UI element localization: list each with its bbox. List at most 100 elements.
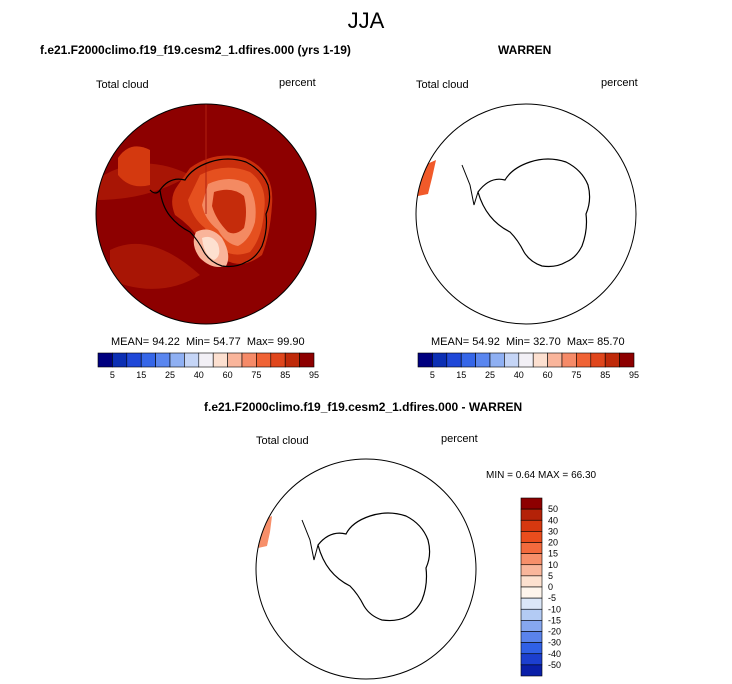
panel3-colorbar-tick-label: 30: [548, 526, 558, 536]
panel3-colorbar-box-14: [520, 653, 543, 666]
panel3-map: [255, 458, 477, 680]
panel1-min: 54.77: [213, 336, 241, 348]
panel3-stats: MIN = 0.64 MAX = 66.30: [486, 470, 596, 481]
panel2-colorbar-tick-label: 85: [600, 370, 610, 380]
panel3-min: 0.64: [515, 470, 536, 481]
panel3-colorbar-tick-label: -30: [548, 638, 561, 648]
panel2-colorbar-tick-label: 60: [543, 370, 553, 380]
panel3-colorbar-tick-label: 15: [548, 549, 558, 559]
panel2-colorbar-box-13: [604, 352, 620, 368]
panel1-colorbar-box-1: [112, 352, 128, 368]
panel3-colorbar-box-7: [520, 575, 543, 588]
panel2-colorbar-box-2: [446, 352, 462, 368]
panel2-colorbar-tick-label: 75: [571, 370, 581, 380]
panel2-colorbar-box-9: [547, 352, 563, 368]
panel2-antarctica-coastline: [477, 158, 591, 268]
panel2-disk-fill: [416, 104, 636, 324]
panel2-min: 32.70: [533, 336, 561, 348]
panel3-colorbar-tick-label: 10: [548, 560, 558, 570]
panel1-colorbar-box-12: [270, 352, 286, 368]
panel1-mean: 94.22: [152, 336, 180, 348]
panel2-colorbar-box-12: [590, 352, 606, 368]
panel1-cloud-band-south: [110, 243, 200, 289]
panel3-colorbar-tick-label: 20: [548, 538, 558, 548]
panel2-colorbar-tick-label: 25: [485, 370, 495, 380]
panel2-colorbar-box-3: [460, 352, 476, 368]
panel1-units: percent: [279, 77, 316, 89]
panel3-colorbar-tick-label: -10: [548, 604, 561, 614]
panel3-max-label: MAX =: [537, 470, 569, 481]
panel3-min-label: MIN =: [486, 470, 513, 481]
panel2-colorbar-box-8: [532, 352, 548, 368]
panel3-colorbar-box-9: [520, 597, 543, 610]
panel1-mean-label: MEAN=: [111, 336, 150, 348]
panel1-stats: MEAN= 94.22 Min= 54.77 Max= 99.90: [111, 336, 305, 348]
panel2-stats: MEAN= 54.92 Min= 32.70 Max= 85.70: [431, 336, 625, 348]
figure-title: JJA: [347, 8, 385, 33]
panel1-min-label: Min=: [185, 336, 211, 348]
panel3-map-border: [255, 458, 477, 680]
panel1-colorbar-tick-label: 40: [194, 370, 204, 380]
panel3-colorbar-box-6: [520, 564, 543, 577]
panel3-peninsula-coastline: [301, 519, 319, 561]
panel2-colorbar-tick-label: 5: [430, 370, 435, 380]
panel2-colorbar-box-0: [417, 352, 433, 368]
panel3-colorbar-tick-label: 40: [548, 515, 558, 525]
panel3-colorbar-box-12: [520, 631, 543, 643]
panel3-title: f.e21.F2000climo.f19_f19.cesm2_1.dfires.…: [204, 400, 523, 414]
panel3-variable: Total cloud: [256, 435, 309, 447]
panel1-colorbar-box-9: [227, 352, 243, 368]
panel3-colorbar-box-0: [520, 497, 543, 510]
panel2-colorbar: 5 15 25 40 60 75 85 95: [417, 352, 639, 380]
panel3-colorbar-tick-label: -40: [548, 649, 561, 659]
panel3-colorbar-box-8: [520, 586, 543, 599]
panel1-title: f.e21.F2000climo.f19_f19.cesm2_1.dfires.…: [40, 43, 351, 57]
panel3-colorbar-tick-label: -5: [548, 593, 556, 603]
panel1-colorbar-box-14: [299, 352, 315, 368]
panel2-max: 85.70: [597, 336, 625, 348]
panel1-colorbar-tick-label: 75: [251, 370, 261, 380]
panel1-colorbar-box-7: [198, 352, 214, 368]
panel2-colorbar-box-10: [561, 352, 577, 368]
panel1-colorbar-box-2: [126, 352, 142, 368]
panel1-max-label: Max=: [246, 336, 275, 348]
panel1-cloud-band-peninsula: [118, 146, 150, 187]
panel1-map-border: [95, 103, 317, 325]
panel3-colorbar-box-1: [520, 508, 543, 521]
panel1-colorbar-tick-label: 95: [309, 370, 319, 380]
panel2-colorbar-tick-label: 15: [456, 370, 466, 380]
panel1-colorbar-box-6: [184, 352, 200, 368]
panel3-colorbar-tick-label: -20: [548, 627, 561, 637]
panel1-colorbar-tick-label: 5: [110, 370, 115, 380]
panel2-colorbar-tick-label: 40: [514, 370, 524, 380]
panel2-colorbar-tick-label: 95: [629, 370, 639, 380]
panel3-disk-fill: [256, 459, 476, 679]
panel1-colorbar-box-13: [284, 352, 300, 368]
panel1-ross-core: [202, 236, 220, 260]
panel3-colorbar-tick-label: -50: [548, 660, 561, 670]
panel3-colorbar-box-5: [520, 553, 543, 566]
panel3-colorbar-box-4: [520, 542, 543, 554]
panel2-colorbar-box-1: [432, 352, 448, 368]
panel2-mean: 54.92: [472, 336, 500, 348]
panel1-colorbar-tick-label: 25: [165, 370, 175, 380]
panel3-colorbar-box-15: [520, 664, 543, 677]
panel1-colorbar-box-8: [212, 352, 228, 368]
panel2-colorbar-box-4: [475, 352, 491, 368]
panel2-colorbar-box-11: [576, 352, 592, 368]
panel2-map-border: [415, 103, 637, 325]
panel1-colorbar-box-5: [169, 352, 185, 368]
panel3-colorbar-box-10: [520, 608, 543, 621]
panel2-colorbar-box-6: [504, 352, 520, 368]
panel1-map: [95, 103, 317, 325]
panel2-units: percent: [601, 77, 638, 89]
panel2-map: [415, 103, 637, 325]
panel2-max-label: Max=: [566, 336, 595, 348]
panel1-colorbar-box-4: [155, 352, 171, 368]
panel2-variable: Total cloud: [416, 79, 469, 91]
panel3-colorbar-box-2: [520, 519, 543, 532]
panel3-colorbar-box-3: [520, 531, 543, 543]
panel3-units: percent: [441, 433, 478, 445]
